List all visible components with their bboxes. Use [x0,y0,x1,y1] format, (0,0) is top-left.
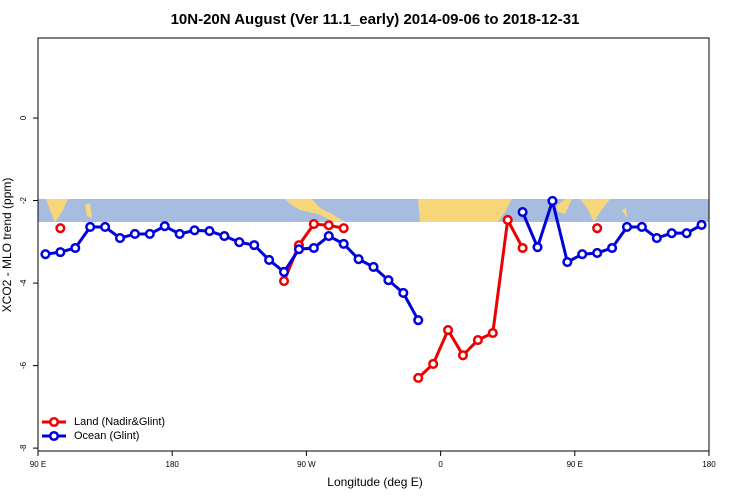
data-point [592,223,603,234]
data-point [159,221,170,232]
data-point [174,228,185,240]
data-point [443,325,454,336]
y-tick-label: 0 [19,115,28,120]
x-tick-label: 90 E [30,460,46,469]
data-point [100,221,111,233]
data-point [249,240,260,251]
data-point [70,242,81,254]
data-point [189,225,200,236]
chart-title: 10N-20N August (Ver 11.1_early) 2014-09-… [171,11,580,28]
data-point [278,275,290,287]
x-axis-label: Longitude (deg E) [327,475,422,489]
data-point [338,238,349,249]
data-point [502,214,513,226]
data-point [338,223,349,234]
y-tick-label: -2 [19,196,28,204]
x-tick-label: 180 [166,460,180,469]
data-point [532,242,543,253]
x-tick-label: 90 W [297,460,316,469]
data-point [204,226,215,237]
data-point [144,228,155,240]
data-point [547,195,558,207]
y-tick-label: -8 [19,444,28,452]
x-tick-label: 180 [702,460,716,469]
data-point [40,249,51,260]
data-point [562,256,573,268]
data-point [651,233,662,244]
x-tick-label: 0 [438,460,443,469]
data-point [398,287,409,299]
y-tick-label: -4 [19,279,28,287]
data-point [428,358,439,369]
data-point [129,228,140,240]
data-point [681,228,692,239]
map-strip [38,199,709,222]
data-point [413,372,424,384]
data-point [114,233,126,244]
data-point [457,350,469,361]
data-point [85,221,96,233]
data-point [696,219,707,230]
series-line [284,220,597,378]
data-point [308,242,319,254]
data-point [666,228,677,239]
data-point [517,207,528,218]
data-point [577,249,588,260]
data-point [353,254,364,265]
data-point [487,327,498,339]
data-point [323,220,334,231]
data-point [219,230,230,242]
data-point [592,247,603,259]
data-point [308,219,319,230]
legend-swatch-marker [48,430,60,442]
legend-label: Land (Nadir&Glint) [74,416,165,428]
legend-label: Ocean (Glint) [74,430,139,442]
data-point [413,315,424,326]
data-point [517,242,528,254]
legend-swatch-marker [48,416,60,428]
data-point [264,254,275,266]
data-point [636,221,647,233]
data-point [607,242,618,254]
data-point [472,334,483,346]
data-point [234,237,245,248]
y-axis-label: XCO2 - MLO trend (ppm) [0,178,14,313]
data-point [55,223,66,234]
data-point [55,247,66,258]
y-tick-label: -6 [19,361,28,369]
data-point [323,230,334,242]
data-point [368,261,379,273]
data-point [621,221,633,233]
data-point [278,266,290,277]
x-tick-label: 90 E [567,460,583,469]
data-point [293,244,304,255]
data-point [383,275,394,286]
plot-frame [37,37,710,452]
